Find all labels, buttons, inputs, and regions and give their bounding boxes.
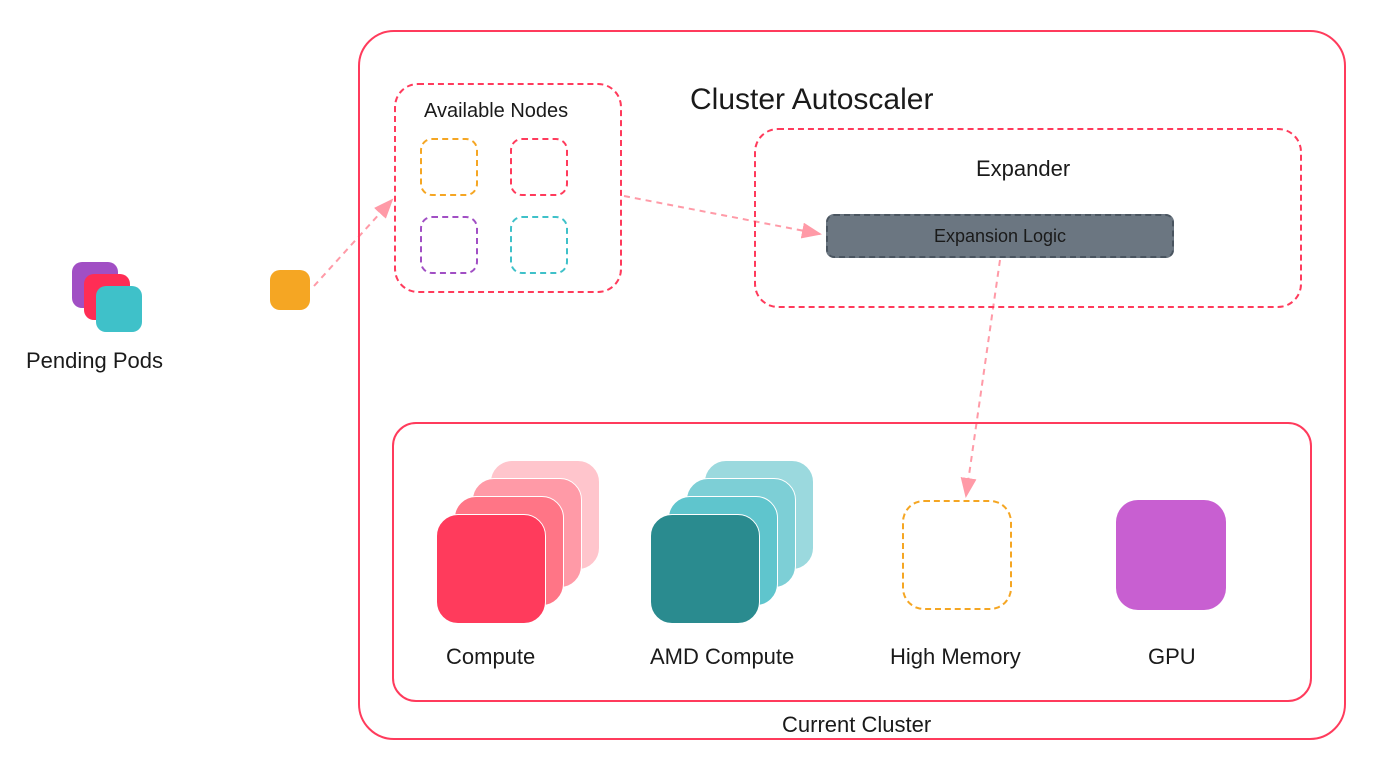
pending-pods-label: Pending Pods xyxy=(26,348,163,374)
available-node-slot xyxy=(420,138,478,196)
available-node-slot xyxy=(510,216,568,274)
gpu-label: GPU xyxy=(1148,644,1196,670)
pending-pods-stack xyxy=(72,262,142,332)
amd-compute-label: AMD Compute xyxy=(650,644,794,670)
available-nodes-label: Available Nodes xyxy=(424,100,568,123)
available-node-slot xyxy=(510,138,568,196)
expander-label: Expander xyxy=(976,156,1070,182)
entry-pod-icon xyxy=(270,270,310,310)
high-memory-label: High Memory xyxy=(890,644,1021,670)
pod-icon xyxy=(96,286,142,332)
compute-node-stack xyxy=(436,460,606,630)
available-node-slot xyxy=(420,216,478,274)
expansion-logic-label: Expansion Logic xyxy=(934,226,1066,247)
gpu-node-icon xyxy=(1116,500,1226,610)
autoscaler-title: Cluster Autoscaler xyxy=(690,83,933,117)
expansion-logic-bar: Expansion Logic xyxy=(826,214,1174,258)
current-cluster-label: Current Cluster xyxy=(782,712,931,738)
high-memory-node-slot xyxy=(902,500,1012,610)
compute-label: Compute xyxy=(446,644,535,670)
node-icon xyxy=(650,514,760,624)
node-icon xyxy=(436,514,546,624)
amd-compute-node-stack xyxy=(650,460,820,630)
